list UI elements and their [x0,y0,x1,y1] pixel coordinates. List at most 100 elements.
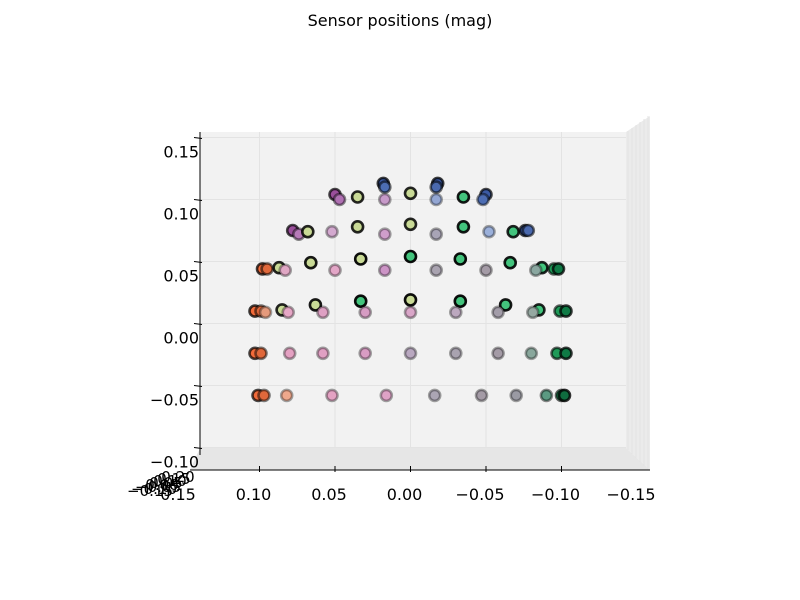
x-tick-label-6: −0.15 [606,485,655,504]
x-tick-label-5: −0.10 [531,485,580,504]
z-tick-mark-3 [193,323,203,325]
sensor-point-21 [429,227,444,241]
sensor-point-77 [379,388,394,403]
sensor-point-12 [476,192,490,207]
sensor-point-46 [308,298,323,312]
sensor-point-18 [456,220,471,234]
sensor-point-7 [403,186,418,201]
z-tick-label-3: 0.00 [163,329,199,348]
z-tick-label-4: −0.05 [150,391,199,410]
sensor-point-15 [300,224,315,239]
sensor-point-42 [528,263,543,278]
sensor-point-64 [282,346,297,361]
z-tick-mark-4 [193,385,203,387]
y-tick-label-7: −0.15 [127,482,173,500]
sensor-point-53 [559,304,573,318]
z-tick-label-2: 0.05 [163,267,199,286]
z-tick-mark-1 [193,199,203,201]
sensor-point-29 [303,255,318,270]
sensor-point-50 [498,298,513,312]
sensor-point-40 [429,263,444,278]
sensor-point-30 [353,252,368,266]
sensor-point-55 [281,305,296,320]
z-tick-mark-0 [193,137,203,139]
sensor-point-63 [254,346,268,361]
sensor-point-59 [448,305,463,320]
sensor-point-79 [474,388,489,403]
sensor-point-19 [325,224,339,239]
sensor-point-20 [377,227,392,241]
sensor-point-8 [456,190,471,204]
z-tick-mark-2 [193,261,203,263]
y-tick-label-6: −0.10 [131,480,177,498]
sensor-point-37 [278,263,293,278]
sensor-point-9 [377,192,392,207]
sensor-point-72 [559,346,573,361]
back-pane [200,132,626,448]
x-tick-label-4: −0.05 [455,485,504,504]
sensor-point-36 [551,262,566,276]
sensor-point-32 [453,252,468,266]
sensor-point-47 [353,294,368,309]
sensor-point-16 [350,220,365,234]
y-tick-label-0: 0.20 [161,468,194,486]
sensor-point-31 [403,249,418,264]
sensor-point-17 [403,217,418,232]
z-tick-mark-5 [193,447,203,449]
data-points [248,176,573,403]
y-tick-label-1: 0.15 [157,470,190,488]
z-tick-label-1: 0.10 [163,205,199,224]
sensor-point-74 [257,388,271,403]
sensor-point-58 [403,305,418,320]
sensor-point-70 [524,346,539,361]
sensor-point-61 [525,305,540,320]
sensor-point-83 [557,388,572,403]
sensor-point-3 [429,180,444,194]
sensor-point-67 [403,346,418,361]
axis-lines [190,132,650,472]
sensor-point-39 [377,263,392,278]
sensor-point-57 [358,305,373,320]
sensor-point-80 [509,388,524,403]
sensor-point-1 [377,180,392,194]
sensor-point-75 [279,388,294,403]
x-tick-label-1: 0.10 [236,485,272,504]
sensor-point-54 [258,305,273,320]
chart-title: Sensor positions (mag) [308,11,493,30]
sensor-point-81 [539,388,554,403]
sensor-point-60 [491,305,505,320]
sensor-point-38 [328,263,342,278]
sensor-point-33 [503,255,518,270]
sensor-point-48 [403,293,418,307]
sensor-point-6 [350,190,365,204]
sensor-point-78 [427,388,442,403]
y-tick-label-5: −0.05 [135,478,181,496]
y-tick-label-3: 0.05 [149,474,182,492]
sensor-point-5 [332,192,347,207]
sensor-point-27 [260,262,274,276]
sensor-point-56 [316,305,330,320]
sensor-point-66 [358,346,373,361]
z-tick-label-5: −0.10 [150,453,199,472]
x-tick-label-3: 0.00 [387,485,423,504]
right-pane [626,116,650,470]
tick-labels: 0.15 0.10 0.05 0.00 −0.05 −0.10 −0.150.150.100… [127,143,656,505]
sensor-point-41 [479,263,493,278]
sensor-point-65 [316,346,330,361]
floor-pane [190,448,650,470]
sensor-point-23 [506,224,521,239]
sensor-point-49 [453,294,468,309]
sensor-point-68 [448,346,463,361]
y-tick-label-4: 0.00 [145,476,178,494]
y-tick-label-2: 0.10 [153,472,186,490]
z-tick-label-0: 0.15 [163,143,199,162]
sensor-point-25 [521,223,536,238]
sensor-point-10 [429,192,444,207]
sensor-point-76 [325,388,339,403]
sensor-point-69 [491,346,505,361]
x-tick-label-0: 0.15 [160,485,196,504]
sensor-point-22 [482,224,496,239]
x-tick-label-2: 0.05 [311,485,347,504]
